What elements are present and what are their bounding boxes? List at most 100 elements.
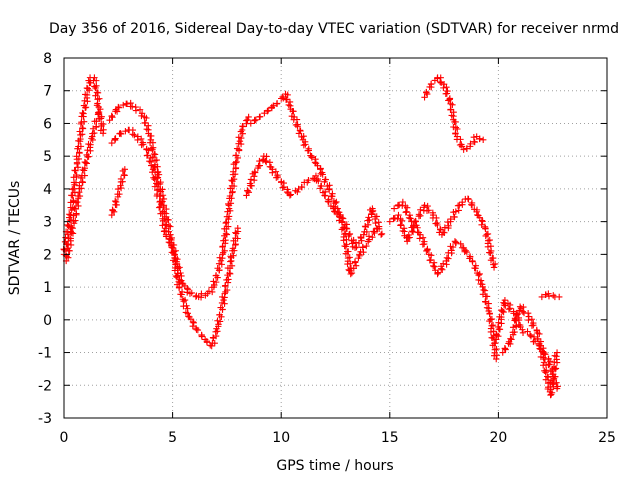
data-marker <box>76 182 83 189</box>
data-marker <box>74 198 81 206</box>
data-marker <box>452 208 459 215</box>
data-marker <box>443 83 450 91</box>
data-marker <box>489 342 496 349</box>
data-marker <box>138 135 145 143</box>
y-tick-label: 6 <box>43 116 52 132</box>
data-marker <box>481 287 489 294</box>
data-point <box>493 355 500 363</box>
data-marker <box>361 223 369 230</box>
data-marker <box>217 304 224 311</box>
data-marker <box>151 175 158 183</box>
data-point <box>208 342 215 350</box>
data-marker <box>397 221 405 228</box>
data-point <box>123 100 131 108</box>
data-marker <box>269 169 276 176</box>
data-marker <box>351 259 359 266</box>
data-marker <box>279 93 286 101</box>
data-point <box>403 238 411 245</box>
data-marker <box>446 96 453 103</box>
data-marker <box>482 232 489 240</box>
data-marker <box>246 180 254 187</box>
data-marker <box>233 145 241 152</box>
data-marker <box>363 228 370 236</box>
data-marker <box>205 288 213 295</box>
data-marker <box>232 165 239 172</box>
data-marker <box>215 321 222 328</box>
data-marker <box>441 224 449 231</box>
data-marker <box>328 192 335 200</box>
data-marker <box>79 179 86 186</box>
data-marker <box>491 260 499 268</box>
data-marker <box>92 92 99 99</box>
data-point <box>421 202 428 209</box>
data-marker <box>436 78 444 86</box>
data-marker <box>228 262 236 270</box>
data-marker <box>524 310 532 317</box>
data-marker <box>451 118 458 126</box>
data-point <box>377 231 385 238</box>
grid <box>64 58 607 418</box>
data-marker <box>251 168 258 176</box>
data-marker <box>369 208 376 215</box>
data-marker <box>144 152 151 159</box>
data-marker <box>272 168 280 175</box>
data-point <box>264 107 272 114</box>
data-marker <box>233 158 240 166</box>
data-marker <box>221 283 229 290</box>
data-marker <box>447 215 454 223</box>
x-tick-label: 5 <box>168 430 177 446</box>
data-marker <box>469 258 476 265</box>
data-marker <box>149 146 156 153</box>
data-marker <box>486 310 493 318</box>
data-marker <box>117 130 125 138</box>
data-marker <box>493 331 500 339</box>
data-marker <box>74 164 82 171</box>
data-marker <box>378 230 386 238</box>
data-marker <box>237 140 245 148</box>
data-marker <box>117 175 125 183</box>
data-marker <box>451 213 458 221</box>
data-marker <box>155 186 163 193</box>
data-marker <box>165 238 173 246</box>
data-marker <box>399 227 407 235</box>
data-marker <box>419 234 427 241</box>
data-marker <box>542 369 549 376</box>
data-point <box>108 139 115 147</box>
data-marker <box>109 114 116 121</box>
data-marker <box>138 141 145 149</box>
data-marker <box>434 221 441 229</box>
data-marker <box>79 109 86 117</box>
data-marker <box>223 276 230 284</box>
data-marker <box>457 136 464 143</box>
y-tick-label: 8 <box>43 51 52 67</box>
data-marker <box>478 221 485 228</box>
data-marker <box>476 270 483 278</box>
data-marker <box>519 329 527 336</box>
data-marker <box>454 125 461 133</box>
data-marker <box>209 334 217 341</box>
data-marker <box>183 302 190 309</box>
data-marker <box>76 128 83 135</box>
data-marker <box>96 95 103 102</box>
data-point <box>556 293 563 301</box>
data-marker <box>445 97 452 104</box>
data-marker <box>443 90 451 97</box>
data-point <box>553 349 561 356</box>
data-marker <box>255 162 262 170</box>
data-marker <box>493 345 500 353</box>
data-marker <box>298 183 305 191</box>
y-tick-label: 7 <box>43 84 52 100</box>
data-marker <box>92 84 99 92</box>
data-point <box>234 224 241 232</box>
data-marker <box>346 254 353 261</box>
data-marker <box>342 230 349 237</box>
data-marker <box>507 335 514 342</box>
data-marker <box>316 185 324 192</box>
data-marker <box>535 341 543 349</box>
data-marker <box>342 250 350 257</box>
data-marker <box>227 253 234 260</box>
data-marker <box>153 180 160 187</box>
data-marker <box>449 101 456 109</box>
data-marker <box>198 290 205 297</box>
data-point <box>538 293 546 301</box>
